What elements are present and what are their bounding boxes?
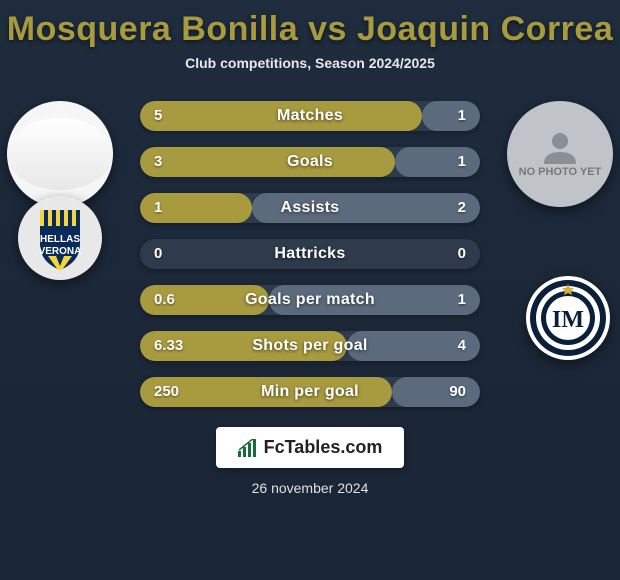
stat-label: Shots per goal xyxy=(140,331,480,361)
stat-row: 00Hattricks xyxy=(140,239,480,269)
page-subtitle: Club competitions, Season 2024/2025 xyxy=(0,55,620,71)
player-right-photo: NO PHOTO YET xyxy=(507,101,613,207)
player-left-photo xyxy=(7,101,113,207)
inter-icon: IM xyxy=(526,276,610,360)
footer: FcTables.com 26 november 2024 xyxy=(0,427,620,496)
stat-row: 6.334Shots per goal xyxy=(140,331,480,361)
stat-label: Goals xyxy=(140,147,480,177)
stat-label: Matches xyxy=(140,101,480,131)
page-title: Mosquera Bonilla vs Joaquin Correa xyxy=(0,10,620,49)
brand-label: FcTables.com xyxy=(264,437,383,458)
comparison-content: NO PHOTO YET HELLAS VERONA IM 51 xyxy=(0,101,620,407)
svg-text:IM: IM xyxy=(552,307,584,333)
stat-row: 0.61Goals per match xyxy=(140,285,480,315)
svg-text:VERONA: VERONA xyxy=(39,246,82,257)
stat-label: Hattricks xyxy=(140,239,480,269)
stat-label: Goals per match xyxy=(140,285,480,315)
stat-row: 25090Min per goal xyxy=(140,377,480,407)
stat-row: 31Goals xyxy=(140,147,480,177)
stat-label: Min per goal xyxy=(140,377,480,407)
no-photo-placeholder: NO PHOTO YET xyxy=(519,130,602,178)
club-badge-right: IM xyxy=(526,276,610,360)
no-photo-label: NO PHOTO YET xyxy=(519,166,602,178)
stat-row: 12Assists xyxy=(140,193,480,223)
brand-box[interactable]: FcTables.com xyxy=(216,427,405,468)
stats-list: 51Matches 31Goals 12Assists 00Hattricks 0.61… xyxy=(140,101,480,407)
chart-bars-icon xyxy=(238,439,258,457)
stat-row: 51Matches xyxy=(140,101,480,131)
hellas-verona-icon: HELLAS VERONA xyxy=(18,196,102,280)
footer-date: 26 november 2024 xyxy=(0,480,620,496)
stat-label: Assists xyxy=(140,193,480,223)
svg-text:HELLAS: HELLAS xyxy=(40,234,80,245)
club-badge-left: HELLAS VERONA xyxy=(18,196,102,280)
person-icon xyxy=(540,130,580,164)
header: Mosquera Bonilla vs Joaquin Correa Club … xyxy=(0,0,620,71)
